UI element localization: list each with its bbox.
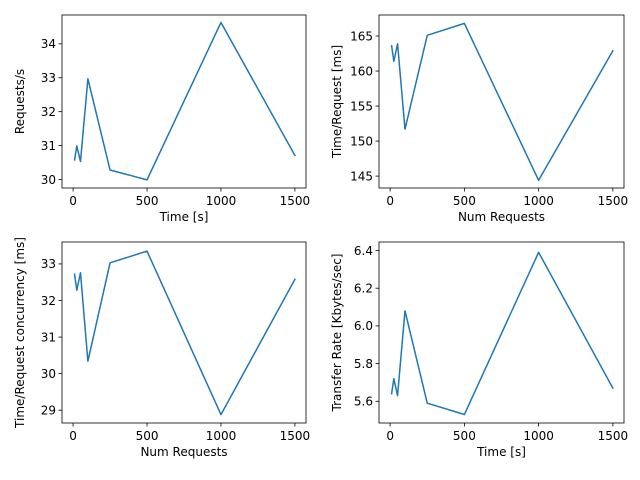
x-axis-label: Time [s]: [476, 445, 526, 459]
x-ticks: 0 500 1000 1500: [69, 423, 310, 443]
subplot-2: 0 500 1000 1500 145 150 155 160 165 Num Request…: [330, 14, 628, 224]
x-ticks: 0 500 1000 1500: [386, 188, 628, 208]
x-tick-label: 0: [69, 429, 77, 443]
x-axis-label: Time [s]: [159, 210, 209, 224]
y-tick-label: 145: [350, 169, 373, 183]
subplot-3: 0 500 1000 1500 29 30 31 32 33 Num Requests Tim…: [13, 237, 310, 459]
axes-frame: [378, 241, 625, 424]
x-tick-label: 1500: [280, 429, 311, 443]
x-tick-label: 1000: [523, 194, 554, 208]
y-tick-label: 33: [41, 71, 56, 85]
x-tick-label: 0: [69, 194, 77, 208]
y-ticks: 5.6 5.8 6.0 6.2 6.4: [354, 244, 379, 409]
y-tick-label: 34: [41, 37, 56, 51]
y-axis-label: Time/Request concurrency [ms]: [13, 237, 27, 429]
y-tick-label: 150: [350, 134, 373, 148]
y-axis-label: Time/Request [ms]: [330, 45, 344, 159]
axes-frame: [61, 14, 307, 189]
y-tick-label: 32: [41, 294, 56, 308]
series-line: [73, 21, 296, 181]
y-tick-label: 5.8: [354, 357, 373, 371]
series-line: [390, 251, 614, 416]
y-tick-label: 30: [41, 367, 56, 381]
x-axis-label: Num Requests: [458, 210, 545, 224]
y-tick-label: 160: [350, 64, 373, 78]
x-tick-label: 500: [453, 429, 476, 443]
x-tick-label: 500: [136, 429, 159, 443]
y-tick-label: 6.2: [354, 281, 373, 295]
y-tick-label: 5.6: [354, 395, 373, 409]
y-tick-label: 165: [350, 29, 373, 43]
x-ticks: 0 500 1000 1500: [69, 188, 310, 208]
x-tick-label: 0: [386, 194, 394, 208]
x-tick-label: 1500: [598, 194, 629, 208]
y-ticks: 30 31 32 33 34: [41, 37, 62, 187]
y-tick-label: 6.4: [354, 244, 373, 258]
y-tick-label: 6.0: [354, 319, 373, 333]
x-tick-label: 1000: [206, 429, 237, 443]
y-tick-label: 32: [41, 105, 56, 119]
x-tick-label: 1000: [206, 194, 237, 208]
axes-frame: [378, 14, 625, 189]
subplot-4: 0 500 1000 1500 5.6 5.8 6.0 6.2 6.4 Time [s] Tr…: [330, 241, 628, 459]
x-tick-label: 1500: [280, 194, 311, 208]
series-line: [73, 250, 296, 416]
y-ticks: 29 30 31 32 33: [41, 257, 62, 418]
x-ticks: 0 500 1000 1500: [386, 423, 628, 443]
x-tick-label: 500: [453, 194, 476, 208]
y-tick-label: 31: [41, 139, 56, 153]
y-ticks: 145 150 155 160 165: [350, 29, 379, 183]
series-line: [390, 22, 614, 182]
x-tick-label: 1000: [523, 429, 554, 443]
y-tick-label: 31: [41, 330, 56, 344]
y-tick-label: 33: [41, 257, 56, 271]
x-axis-label: Num Requests: [140, 445, 227, 459]
y-tick-label: 155: [350, 99, 373, 113]
axes-frame: [61, 241, 307, 424]
y-axis-label: Requests/s: [13, 69, 27, 134]
x-tick-label: 500: [136, 194, 159, 208]
x-tick-label: 1500: [598, 429, 629, 443]
y-tick-label: 30: [41, 173, 56, 187]
y-axis-label: Transfer Rate [Kbytes/sec]: [330, 254, 344, 413]
subplot-1: 0 500 1000 1500 30 31 32 33 34 Time [s] Request…: [13, 14, 310, 224]
y-tick-label: 29: [41, 404, 56, 418]
x-tick-label: 0: [386, 429, 394, 443]
